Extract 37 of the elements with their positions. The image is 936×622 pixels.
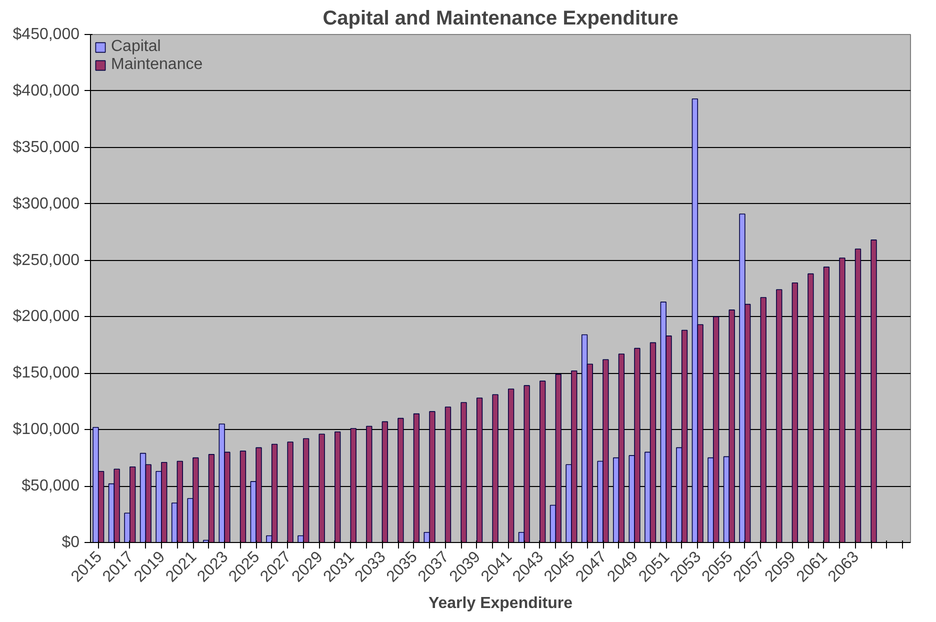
bar — [287, 442, 294, 542]
bar — [854, 248, 862, 542]
bar — [334, 431, 341, 542]
y-tick-label: $450,000 — [12, 26, 80, 43]
bar — [792, 282, 798, 542]
bar — [492, 394, 498, 542]
bar — [444, 406, 452, 542]
bar — [870, 240, 877, 542]
bar — [776, 289, 782, 542]
y-tick-label: $50,000 — [22, 478, 80, 495]
bar — [823, 266, 830, 542]
bar — [398, 418, 404, 542]
y-tick-label: $200,000 — [12, 308, 80, 326]
chart-title: Capital and Maintenance Expenditure — [322, 8, 678, 30]
bar — [476, 398, 483, 542]
y-tick-label: $250,000 — [12, 252, 80, 269]
bar — [350, 428, 356, 542]
bar — [540, 380, 546, 542]
y-tick-label: $0 — [62, 534, 80, 551]
y-tick-label: $350,000 — [12, 138, 80, 156]
legend-label: Capital — [111, 38, 161, 56]
bar — [366, 426, 372, 542]
legend-label: Maintenance — [111, 56, 203, 74]
x-axis-title: Yearly Expenditure — [428, 595, 573, 612]
bar — [760, 297, 766, 542]
bar — [808, 273, 814, 542]
bar — [839, 258, 846, 542]
y-tick-label: $400,000 — [12, 82, 80, 100]
y-tick-label: $100,000 — [12, 421, 80, 438]
bar — [318, 434, 325, 542]
bar — [413, 413, 420, 542]
bar — [460, 402, 467, 542]
bar — [240, 450, 246, 542]
y-tick-label: $150,000 — [12, 364, 80, 382]
bar — [508, 388, 514, 542]
y-tick-label: $300,000 — [12, 195, 80, 212]
bar — [382, 421, 388, 542]
